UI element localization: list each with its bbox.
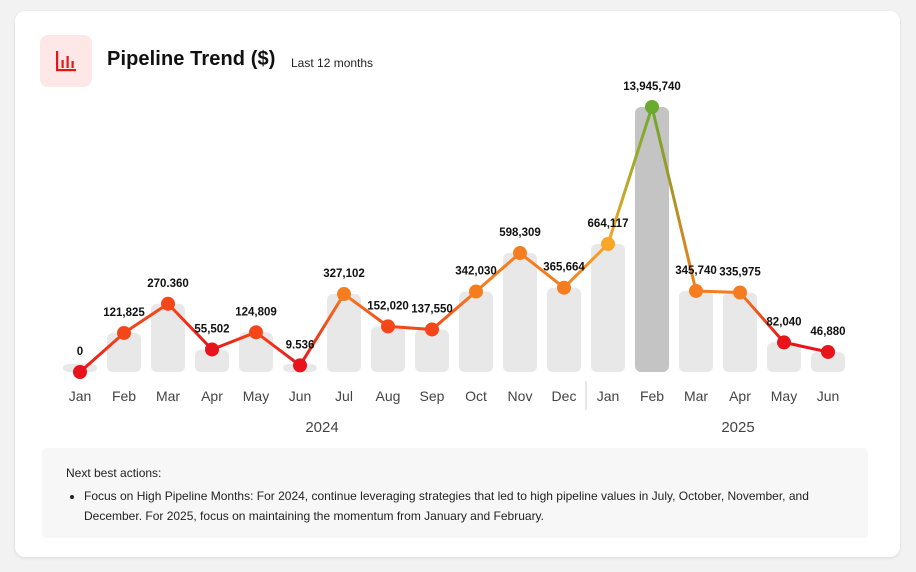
trend-line-segment [298,292,346,367]
x-tick-label: Dec [552,388,577,404]
data-label: 345,740 [675,265,717,277]
x-tick-label: Feb [640,388,664,404]
data-label: 664,117 [588,218,629,230]
trend-line-segment [782,340,830,354]
x-tick-label: Oct [465,388,487,404]
actions-title: Next best actions: [66,466,162,480]
data-point-dec [557,280,571,295]
data-label: 137,550 [411,303,453,315]
bar-dec [547,287,581,372]
data-point-aug [381,319,395,334]
data-point-jan [601,237,615,251]
bar-nov [503,253,537,372]
trend-line-segment [650,105,698,293]
bar-sep [415,329,449,372]
data-label: 365,664 [543,262,585,274]
x-tick-label: Aug [376,388,401,404]
trend-line-segment [210,330,258,351]
bar-may [767,342,801,372]
data-label: 82,040 [766,316,801,328]
bar-jul [327,294,361,372]
trend-line-segment [386,324,434,331]
data-label: 46,880 [810,326,845,338]
data-label: 0 [77,346,83,358]
trend-line-segment [562,242,610,290]
x-tick-label: Sep [420,388,445,404]
bar-oct [459,291,493,372]
data-point-jul [337,287,351,302]
x-tick-label: Nov [508,388,533,404]
next-best-actions-panel: Next best actions: Focus on High Pipelin… [42,448,868,538]
data-point-apr [205,342,219,357]
data-point-jun [293,358,307,373]
bar-aug [371,326,405,372]
trend-line-segment [518,251,566,290]
bar-apr [723,292,757,372]
data-point-nov [513,246,527,261]
trend-line-segment [78,331,126,374]
trend-line-segment [694,289,742,295]
x-tick-label: Jul [335,388,353,404]
data-label: 327,102 [323,268,365,280]
bar-may [239,332,273,372]
x-tick-label: Mar [684,388,708,404]
chart-title: Pipeline Trend ($) [107,48,276,70]
pipeline-chart: 0 121,825 270.360 55,502 124,809 9.536 327,102… [63,81,846,436]
x-tick-label: Apr [201,388,223,404]
bar-jan [591,244,625,372]
data-point-jan [73,365,87,379]
data-label: 9.536 [286,339,315,351]
data-label: 342,030 [455,266,497,278]
trend-line-segment [254,330,302,367]
x-tick-label: Jun [289,388,312,404]
trend-line-segment [606,105,654,246]
trend-line-segment [474,251,522,294]
data-label: 270.360 [147,278,189,290]
trend-line-segment [166,302,214,351]
data-point-sep [425,322,439,337]
data-point-mar [161,296,175,311]
trend-line-segment [430,290,478,331]
actions-list: Focus on High Pipeline Months: For 2024,… [66,486,854,526]
data-label: 13,945,740 [623,81,681,93]
x-tick-label: Jan [69,388,92,404]
trend-line-segment [738,291,786,344]
year-label: 2025 [721,419,754,436]
pipeline-trend-card: Pipeline Trend ($) Last 12 months 0 121,8… [15,11,900,557]
year-label: 2024 [305,419,338,436]
x-tick-label: Apr [729,388,751,404]
data-point-feb [117,325,131,340]
data-point-mar [689,283,703,298]
data-point-may [777,335,791,350]
data-label: 124,809 [235,306,277,318]
x-tick-label: Feb [112,388,136,404]
trend-line-segment [342,292,390,328]
x-tick-label: May [771,388,797,404]
time-range-label: Last 12 months [291,56,374,70]
bar-mar [679,290,713,372]
trend-line-segment [122,302,170,335]
bar-mar [151,303,185,372]
bar-jun [811,351,845,372]
data-point-jun [821,344,835,359]
data-label: 121,825 [103,307,145,319]
bar-feb [635,107,669,372]
data-point-feb [645,100,659,114]
data-label: 335,975 [719,267,761,279]
x-tick-label: Jun [817,388,840,404]
bar-feb [107,332,141,372]
data-label: 598,309 [499,227,541,239]
action-item: Focus on High Pipeline Months: For 2024,… [84,486,854,526]
x-tick-label: Jan [597,388,620,404]
bar-apr [195,349,229,372]
data-point-oct [469,284,483,299]
data-point-may [249,325,263,340]
data-label: 152,020 [367,300,409,312]
x-tick-label: May [243,388,269,404]
x-tick-label: Mar [156,388,180,404]
data-label: 55,502 [194,323,229,335]
bar-chart-icon [40,35,92,87]
data-point-apr [733,285,747,300]
